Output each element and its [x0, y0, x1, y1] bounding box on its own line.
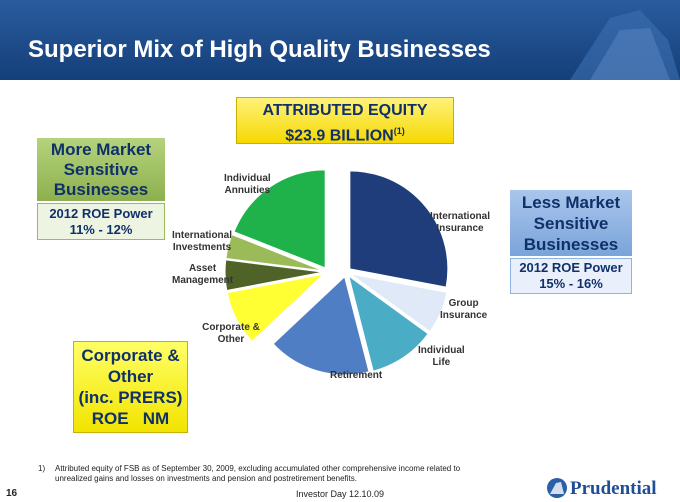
pie-label: Individual Annuities [224, 173, 271, 196]
pie-label: Corporate & Other [202, 322, 260, 345]
equity-line: $23.9 BILLION [285, 127, 394, 145]
pie-slice [349, 170, 449, 288]
box-line: Sensitive [533, 214, 609, 233]
pie-slice [225, 234, 324, 272]
box-line: Businesses [523, 235, 619, 254]
right-roe-box: 2012 ROE Power 15% - 16% [510, 258, 632, 294]
note-mark: (1) [393, 126, 405, 136]
footer-event: Investor Day 12.10.09 [296, 489, 385, 499]
box-line: Sensitive [63, 160, 139, 179]
box-line: 15% - 16% [539, 276, 603, 291]
header-logo-art [570, 10, 680, 80]
box-line: Other [107, 367, 154, 386]
left-roe-box: 2012 ROE Power 11% - 12% [37, 203, 165, 240]
footnote-text: Attributed equity of FSB as of September… [55, 464, 461, 483]
box-line: 2012 ROE Power [519, 260, 623, 275]
header: Superior Mix of High Quality Businesses [0, 0, 680, 80]
page-number: 16 [6, 488, 18, 499]
pie-slice [224, 259, 324, 292]
pie-label: Asset Management [172, 263, 234, 286]
box-line: 2012 ROE Power [49, 206, 153, 221]
box-line: 11% - 12% [69, 222, 133, 237]
pie-slice [233, 169, 326, 269]
pie-slice [272, 275, 370, 376]
corporate-box: Corporate & Other (inc. PRERS) ROE NM [73, 341, 188, 433]
pie-label: Group Insurance [440, 298, 488, 321]
logo-text: Prudential [570, 478, 657, 499]
right-title-box: Less Market Sensitive Businesses [510, 190, 632, 256]
equity-line: ATTRIBUTED EQUITY [262, 102, 428, 119]
pie-slice [350, 273, 448, 333]
box-line: Less Market [521, 193, 621, 212]
pie-label: International Investments [172, 230, 233, 253]
footnote-number: 1) [38, 464, 46, 473]
box-line: ROE NM [91, 409, 170, 428]
left-title-box: More Market Sensitive Businesses [37, 138, 165, 201]
box-line: (inc. PRERS) [78, 388, 183, 407]
title: Superior Mix of High Quality Businesses [28, 36, 491, 63]
equity-box: ATTRIBUTED EQUITY $23.9 BILLION(1) [236, 97, 454, 144]
logo-mark [547, 478, 567, 498]
pie-label: Retirement [330, 370, 383, 381]
box-line: More Market [50, 140, 152, 159]
box-line: Corporate & [81, 346, 180, 365]
pie-label: Individual Life [418, 345, 465, 368]
pie-slice [347, 274, 429, 372]
box-line: Businesses [53, 180, 149, 199]
pie-slice [226, 273, 326, 343]
pie-label: International Insurance [430, 211, 491, 234]
